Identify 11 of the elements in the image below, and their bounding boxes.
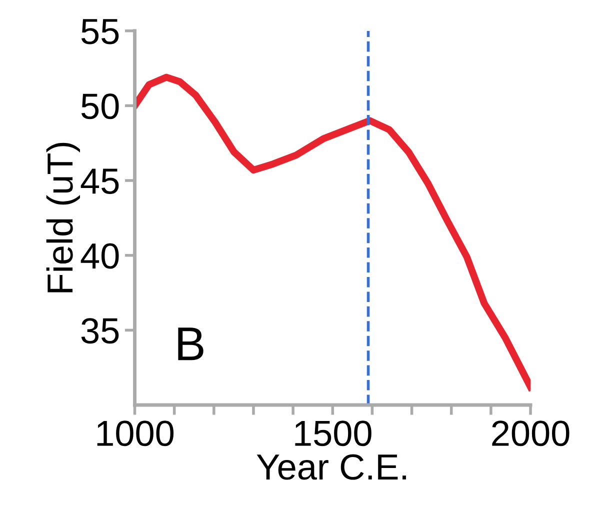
x-tick-label: 1500 — [295, 420, 372, 446]
y-tick-label: 45 — [80, 168, 119, 194]
y-tick-label: 50 — [81, 94, 119, 120]
y-tick-label: 40 — [80, 243, 119, 269]
y-axis-title: Field (uT) — [46, 142, 80, 292]
x-axis-title: Year C.E. — [256, 454, 406, 480]
annotation: B — [178, 328, 204, 360]
y-tick-label: 55 — [81, 19, 119, 44]
x-tick-label: 1000 — [97, 420, 174, 446]
y-tick-label: 35 — [81, 318, 119, 344]
x-tick-label: 2000 — [492, 420, 570, 446]
